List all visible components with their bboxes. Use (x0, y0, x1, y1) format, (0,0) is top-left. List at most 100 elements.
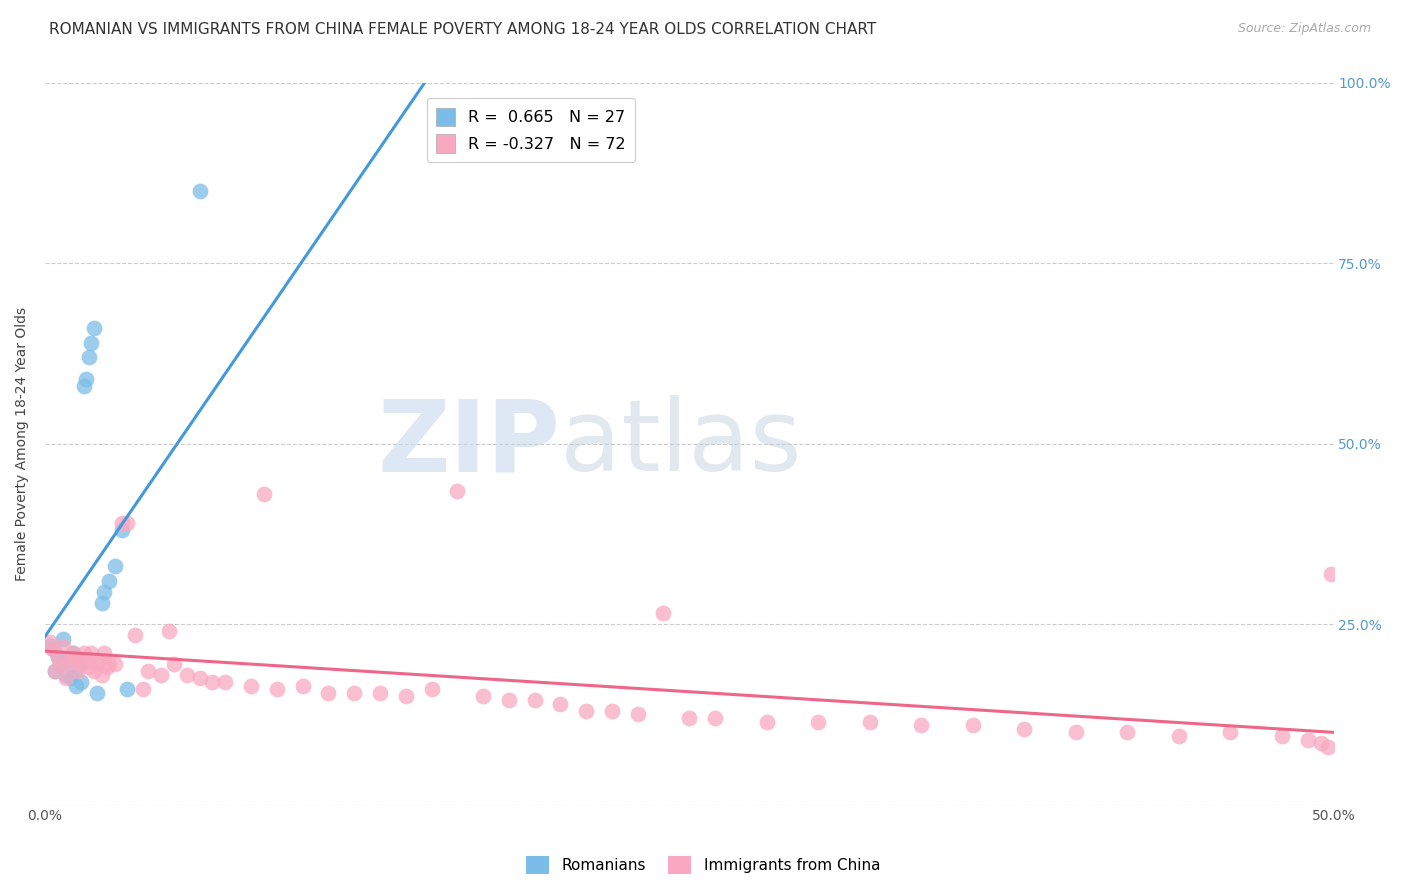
Point (1167, 729, 1189, 743)
Point (93, 646, 115, 660)
Point (46, 649, 69, 664)
Point (90, 667, 112, 681)
Point (86, 657, 108, 671)
Point (446, 104, 468, 119)
Point (98, 574, 121, 588)
Point (420, 682, 443, 697)
Point (41, 642, 63, 657)
Point (678, 711, 700, 725)
Point (117, 682, 139, 697)
Point (56, 653, 79, 667)
Point (136, 664, 159, 678)
Point (1219, 725, 1241, 739)
Point (704, 711, 727, 725)
Point (55, 667, 77, 681)
Point (1012, 722, 1035, 736)
Point (117, 516, 139, 531)
Point (39, 639, 62, 653)
Point (103, 657, 125, 671)
Point (1116, 725, 1139, 739)
Point (49, 657, 72, 671)
Point (627, 707, 650, 722)
Point (240, 679, 263, 693)
Point (70, 657, 93, 671)
Point (72, 646, 94, 660)
Point (67, 664, 90, 678)
Point (188, 671, 211, 685)
Point (149, 667, 172, 681)
Point (188, 184, 211, 198)
Point (62, 646, 84, 660)
Point (56, 657, 79, 671)
Point (65, 653, 87, 667)
Point (755, 714, 778, 729)
Point (962, 718, 984, 732)
Point (75, 372, 97, 386)
Point (163, 657, 186, 671)
Point (46, 649, 69, 664)
Point (87, 653, 110, 667)
Point (1064, 725, 1087, 739)
Point (1271, 729, 1294, 743)
Point (266, 682, 288, 697)
Point (80, 335, 103, 350)
Point (1317, 739, 1340, 754)
Point (523, 693, 546, 707)
Point (214, 674, 236, 689)
Point (575, 704, 598, 718)
Point (49, 657, 72, 671)
Point (65, 679, 87, 693)
Point (132, 682, 155, 697)
Point (807, 714, 830, 729)
Point (67, 660, 90, 674)
Point (253, 487, 276, 501)
Point (96, 660, 118, 674)
Point (83, 664, 105, 678)
Text: Source: ZipAtlas.com: Source: ZipAtlas.com (1237, 22, 1371, 36)
Point (1309, 736, 1331, 750)
Text: ZIP: ZIP (378, 395, 561, 492)
Point (62, 646, 84, 660)
Legend: Romanians, Immigrants from China: Romanians, Immigrants from China (520, 850, 886, 880)
Point (98, 657, 121, 671)
Point (55, 671, 77, 685)
Point (550, 697, 572, 711)
Point (59, 671, 82, 685)
Point (83, 321, 105, 335)
Point (157, 624, 180, 639)
Legend: R =  0.665   N = 27, R = -0.327   N = 72: R = 0.665 N = 27, R = -0.327 N = 72 (426, 98, 636, 162)
Point (39, 635, 62, 649)
Point (368, 686, 391, 700)
Text: atlas: atlas (561, 395, 801, 492)
Point (318, 686, 340, 700)
Point (111, 524, 134, 538)
Point (77, 350, 100, 364)
Point (652, 607, 675, 621)
Point (600, 704, 623, 718)
Point (124, 628, 146, 642)
Point (44, 664, 66, 678)
Point (498, 693, 520, 707)
Point (93, 584, 115, 599)
Point (80, 646, 103, 660)
Point (86, 686, 108, 700)
Point (103, 559, 125, 574)
Text: ROMANIAN VS IMMIGRANTS FROM CHINA FEMALE POVERTY AMONG 18-24 YEAR OLDS CORRELATI: ROMANIAN VS IMMIGRANTS FROM CHINA FEMALE… (49, 22, 876, 37)
Point (395, 690, 418, 704)
Point (472, 690, 495, 704)
Point (75, 653, 97, 667)
Point (446, 483, 468, 498)
Point (1296, 732, 1319, 747)
Point (111, 516, 134, 531)
Point (41, 642, 63, 657)
Point (70, 674, 93, 689)
Point (1320, 566, 1343, 581)
Point (343, 686, 366, 700)
Point (52, 632, 75, 646)
Point (201, 674, 224, 689)
Y-axis label: Female Poverty Among 18-24 Year Olds: Female Poverty Among 18-24 Year Olds (15, 307, 30, 581)
Point (77, 660, 100, 674)
Point (176, 667, 198, 681)
Point (59, 649, 82, 664)
Point (90, 596, 112, 610)
